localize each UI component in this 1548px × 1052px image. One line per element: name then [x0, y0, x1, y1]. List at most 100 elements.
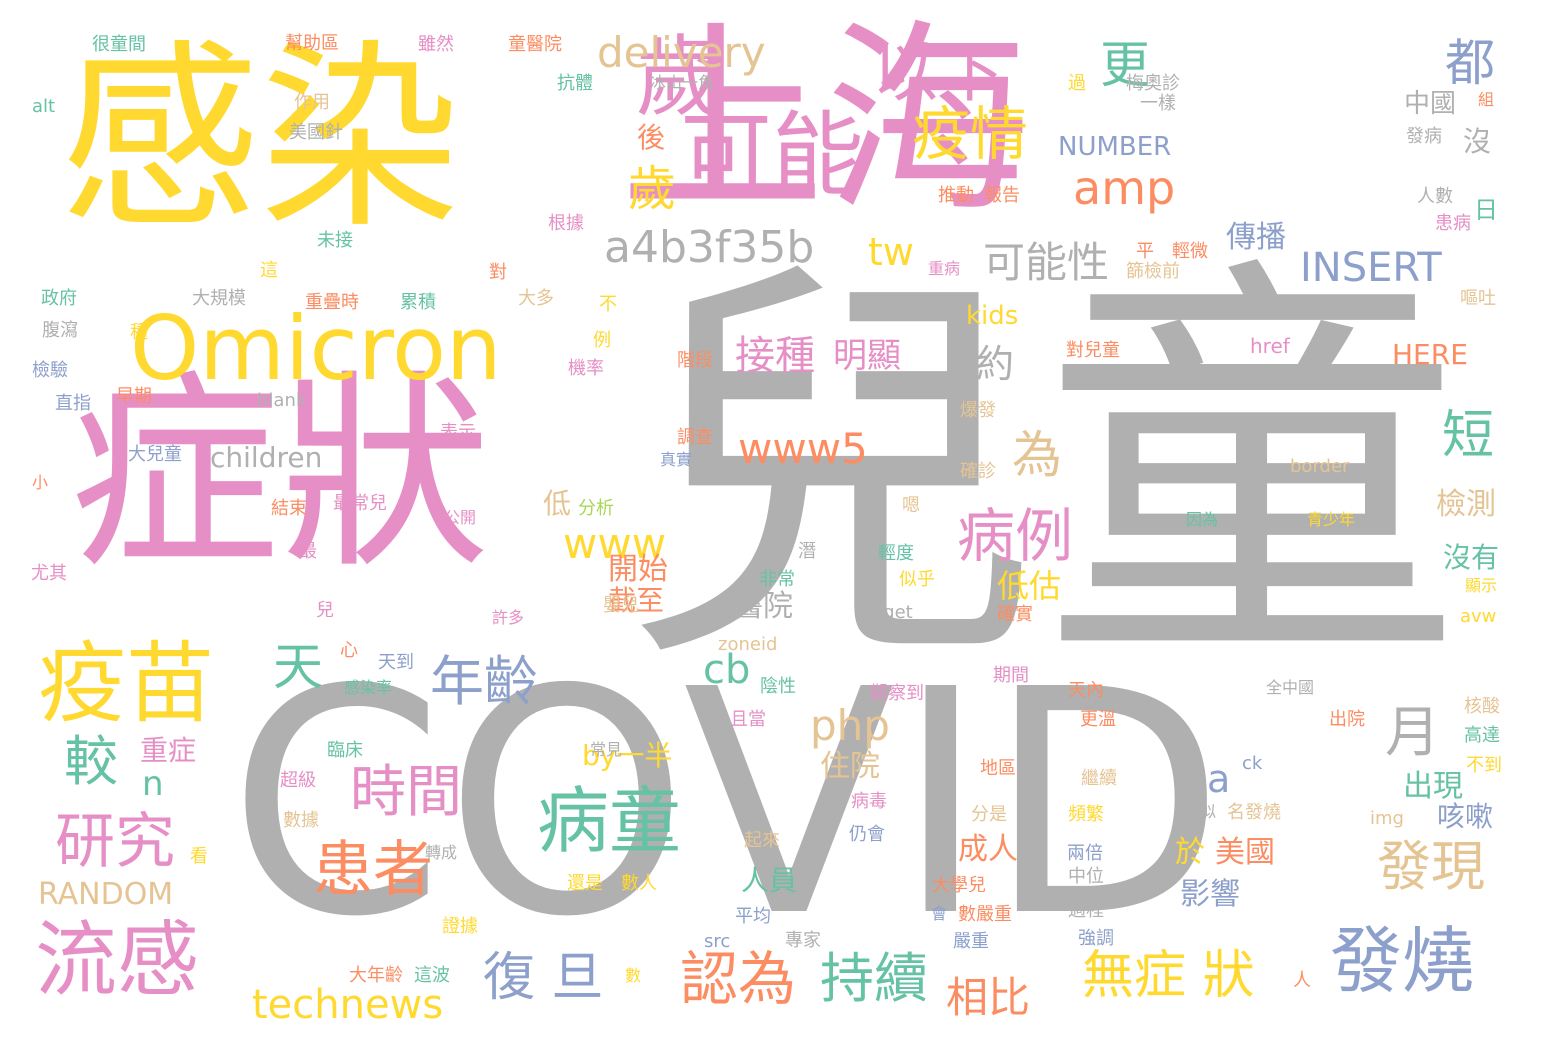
word-cjk-35: 月	[1385, 700, 1441, 764]
word-cjk-114: 累積	[400, 292, 436, 313]
word-cjk-119: 種	[127, 322, 148, 340]
word-cjk-96: 組	[1478, 90, 1495, 109]
word-cjk-187: 平均	[735, 906, 771, 927]
word-cjk-126: 早期	[116, 386, 152, 407]
word-cjk-196: 數	[625, 966, 642, 985]
word-cjk-110: 對	[489, 262, 507, 283]
word-cjk-156: 期間	[993, 665, 1029, 686]
word-img-83: img	[1370, 808, 1404, 829]
word-cjk-185: 大學兒	[932, 875, 986, 896]
word-cjk-103: 未接	[317, 230, 353, 251]
word-cjk-87: 幫助區	[285, 33, 339, 54]
word-cjk-167: 不到	[1466, 755, 1502, 776]
word-children-51: children	[210, 441, 323, 474]
word-cjk-125: 直指	[55, 393, 91, 414]
word-cjk-21: 患者	[313, 835, 433, 905]
word-cjk-158: 天內	[1068, 680, 1104, 701]
word-cjk-63: 住院	[820, 749, 880, 784]
word-cjk-169: 地區	[980, 758, 1016, 779]
word-number-73: NUMBER	[1058, 132, 1172, 162]
word-cjk-66: 低	[543, 487, 572, 520]
word-src-84: src	[704, 931, 731, 952]
word-target-80: target	[858, 602, 913, 623]
word-cjk-56: 低估	[997, 567, 1062, 605]
word-cjk-179: 起來	[744, 830, 780, 851]
word-cjk-191: 專家	[785, 930, 821, 951]
word-cjk-86: 很童間	[92, 34, 146, 55]
word-blank-79: blank	[257, 390, 307, 411]
word-cjk-98: 發病	[1406, 126, 1442, 147]
word-cjk-170: 繼續	[1081, 768, 1117, 789]
word-cjk-106: 輕微	[1172, 241, 1208, 262]
word-cjk-45: 約	[976, 342, 1015, 386]
word-cjk-186: 過程	[1068, 900, 1104, 921]
word-cjk-4: 症狀	[70, 352, 491, 597]
word-cjk-91: 冰山一角	[650, 73, 715, 92]
word-cjk-127: 表示	[440, 422, 476, 443]
word-cjk-12: 以下	[872, 34, 1004, 111]
word-cjk-3: 上海	[620, 3, 1030, 241]
word-cjk-144: 輕度	[878, 543, 914, 564]
word-cjk-177: 相似	[1184, 802, 1217, 821]
word-cjk-20: 都	[1445, 34, 1495, 92]
word-cjk-122: 對兒童	[1066, 340, 1120, 361]
word-cjk-121: 階段	[677, 350, 713, 371]
word-cjk-100: 報告	[984, 185, 1020, 206]
word-zoneid-81: zoneid	[718, 634, 778, 655]
word-cjk-9: 病童	[537, 779, 682, 863]
word-cjk-27: 持續	[820, 947, 928, 1010]
word-cjk-184: 數人	[621, 873, 657, 894]
word-cjk-176: 頻繁	[1068, 804, 1104, 825]
word-cjk-189: 數嚴重	[958, 904, 1012, 925]
word-cb-41: cb	[703, 647, 751, 693]
word-cjk-2: 感染	[60, 23, 461, 256]
word-cjk-101: 人數	[1417, 186, 1453, 207]
word-cjk-58: 成人	[958, 832, 1018, 867]
word-cjk-18: 可能性	[983, 238, 1110, 287]
word-cjk-173: 看	[190, 846, 208, 867]
word-cjk-90: 抗體	[557, 73, 593, 94]
word-cjk-19: 歲	[628, 161, 677, 217]
word-cjk-99: 推動	[938, 185, 974, 206]
word-cjk-163: 出院	[1329, 709, 1365, 730]
word-cjk-192: 嚴重	[953, 931, 989, 952]
word-cjk-113: 重疊時	[305, 292, 359, 313]
word-cjk-112: 大規模	[192, 288, 246, 309]
word-php-40: php	[810, 701, 890, 750]
word-cjk-171: 病毒	[851, 791, 887, 812]
word-omicron-5: Omicron	[130, 297, 502, 400]
word-cjk-43: 接種	[735, 333, 815, 379]
word-cjk-153: 天到	[378, 652, 414, 673]
word-cjk-138: 嗯	[902, 495, 920, 516]
word-cjk-161: 且當	[730, 709, 766, 730]
word-by-53: by一半	[582, 739, 673, 772]
word-cjk-22: 認為	[680, 945, 797, 1013]
word-cjk-117: 嘔吐	[1460, 288, 1496, 309]
word-alt-85: alt	[32, 96, 56, 117]
word-cjk-54: 出現	[1403, 769, 1463, 804]
word-cjk-150: 嬰兒	[603, 595, 639, 616]
word-cjk-37: 短	[1442, 406, 1495, 466]
word-cjk-162: 更溫	[1080, 709, 1116, 730]
word-cjk-94: 過	[1068, 73, 1086, 94]
word-cjk-128: 爆發	[960, 400, 996, 421]
word-avw-82: avw	[1460, 606, 1497, 627]
word-cjk-59: 美國	[1215, 835, 1275, 870]
word-cjk-57: 醫院	[733, 589, 793, 624]
word-cjk-131: 大兒童	[128, 444, 182, 465]
word-cjk-154: 感染率	[344, 678, 393, 697]
word-cjk-134: 結束	[271, 498, 307, 519]
word-cjk-137: 公開	[444, 508, 477, 527]
word-cjk-97: 一樣	[1140, 93, 1176, 114]
word-cjk-0: 兒童	[622, 227, 1462, 716]
word-cjk-23: 時間	[350, 760, 462, 825]
word-cjk-152: 心	[340, 640, 358, 661]
word-cjk-123: 檢驗	[32, 360, 68, 381]
word-cjk-7: 疫苗	[38, 632, 215, 735]
word-cjk-34: 較	[64, 730, 118, 793]
word-cjk-194: 大年齡	[349, 965, 403, 986]
word-cjk-109: 這	[260, 260, 278, 281]
word-cjk-52: 重症	[140, 734, 197, 767]
word-cjk-159: 全中國	[1266, 678, 1315, 697]
word-cjk-67: 檢測	[1436, 487, 1496, 522]
